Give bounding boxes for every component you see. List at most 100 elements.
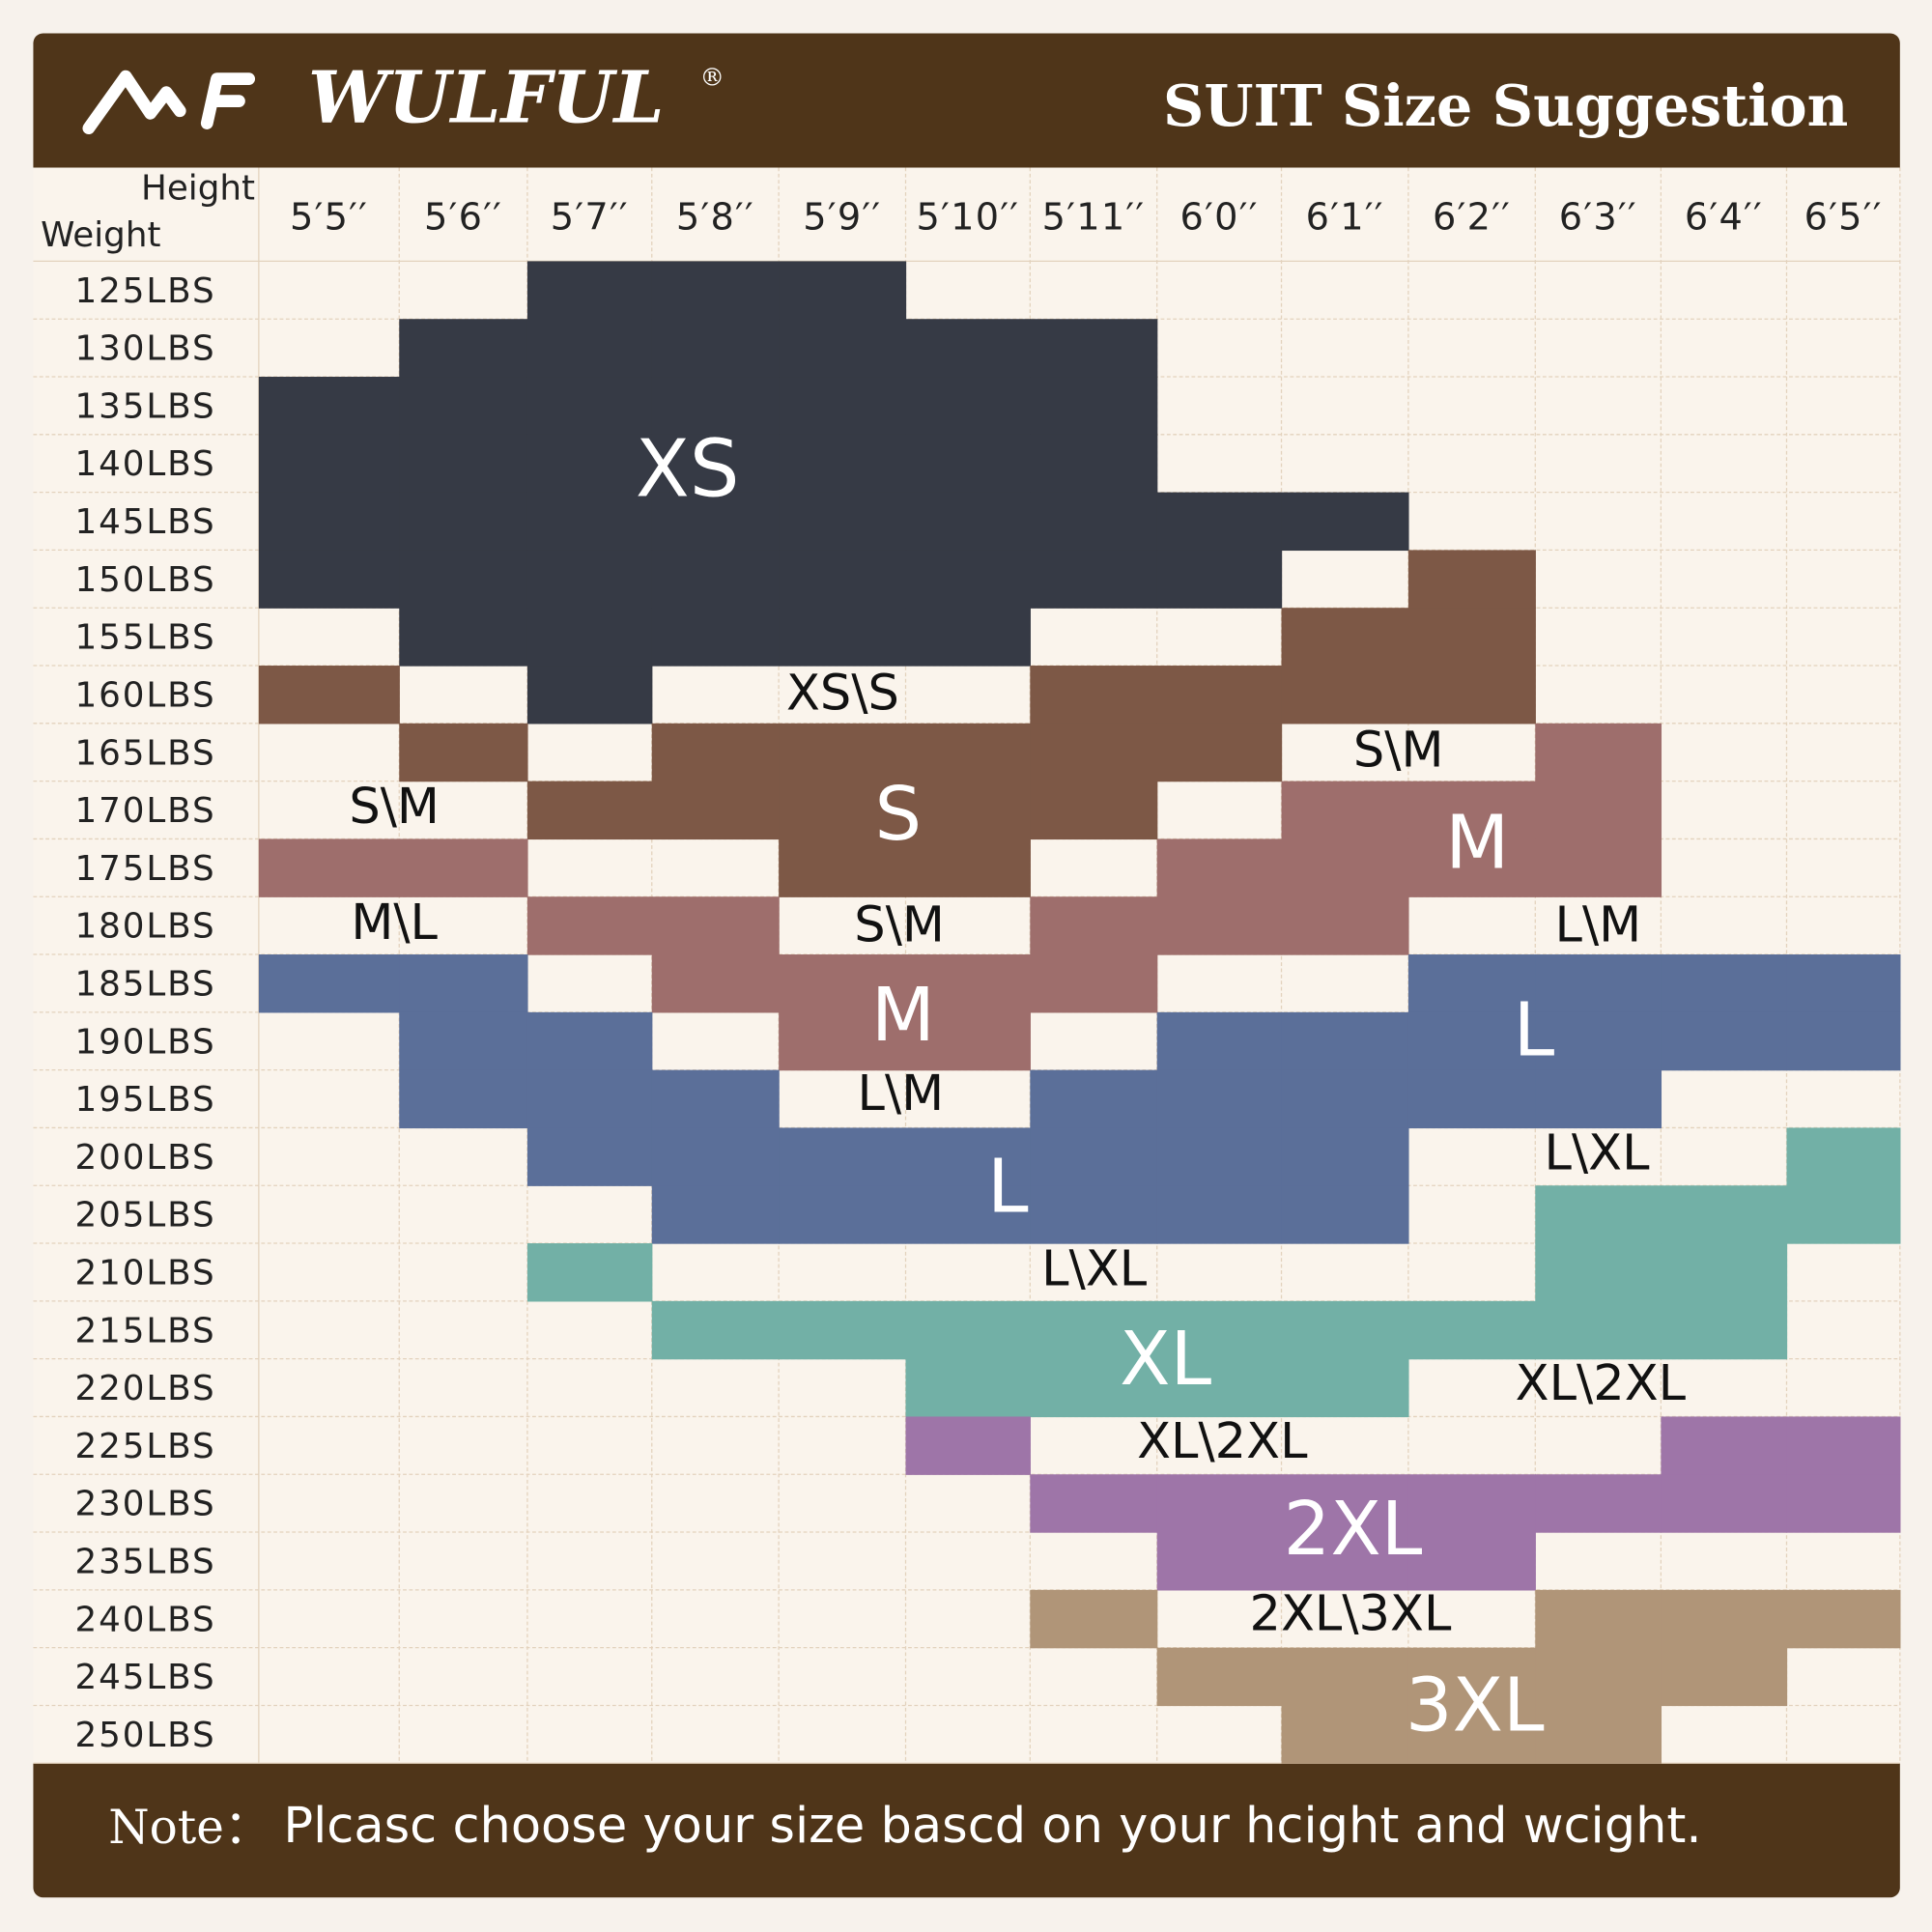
size-zone-cell <box>526 319 653 378</box>
size-zone-cell <box>1156 1358 1283 1418</box>
weight-label: 215LBS <box>74 1311 215 1350</box>
zone-label: 2XL <box>1284 1487 1423 1573</box>
size-zone-cell <box>1535 1185 1662 1244</box>
size-zone-cell <box>1535 1474 1662 1533</box>
size-zone-cell <box>1030 954 1158 1013</box>
size-zone-cell <box>1030 666 1158 724</box>
size-zone-cell <box>1535 1300 1662 1360</box>
height-label: 5′10′′ <box>917 196 1020 240</box>
size-zone-cell <box>1156 1127 1283 1186</box>
weight-label: 230LBS <box>74 1485 215 1524</box>
size-zone-cell <box>1535 781 1662 840</box>
size-zone-cell <box>651 319 780 378</box>
size-zone-cell <box>1030 1589 1158 1649</box>
size-zone-cell <box>1030 1069 1158 1129</box>
size-zone-cell <box>1156 896 1283 955</box>
logo-f <box>200 72 256 129</box>
size-zone-cell <box>1156 1532 1283 1591</box>
size-zone-cell <box>1156 492 1283 552</box>
size-zone-cell <box>1281 1011 1409 1071</box>
size-zone-cell <box>1661 1185 1788 1244</box>
weight-label: 250LBS <box>74 1716 215 1755</box>
weight-label: 140LBS <box>74 444 215 484</box>
size-zone-cell <box>526 1069 653 1129</box>
size-zone-cell <box>1156 1474 1283 1533</box>
size-zone-cell <box>779 434 907 494</box>
size-zone-cell <box>399 1069 528 1129</box>
size-zone-cell <box>905 1416 1031 1475</box>
size-zone-cell <box>1535 723 1662 782</box>
size-zone-cell <box>905 954 1031 1013</box>
size-zone-cell <box>1156 1300 1283 1360</box>
size-zone-cell <box>1661 1243 1788 1302</box>
size-zone-cell <box>905 1127 1031 1186</box>
size-zone-cell <box>399 608 528 667</box>
size-zone-cell <box>1156 1185 1283 1244</box>
note-prefix: Note： <box>108 1801 270 1855</box>
size-zone-cell <box>779 608 907 667</box>
size-zone-cell <box>258 954 400 1013</box>
size-zone-cell <box>1661 1589 1788 1649</box>
size-zone-cell <box>258 838 400 897</box>
zone-label: S <box>875 772 923 858</box>
size-zone-cell <box>399 838 528 897</box>
height-label: 5′9′′ <box>803 196 881 240</box>
grid <box>33 167 1901 1764</box>
weight-label: 135LBS <box>74 386 215 426</box>
height-label: 5′11′′ <box>1042 196 1146 240</box>
size-zone-cell <box>1407 1069 1536 1129</box>
zone-label: S\M <box>854 896 945 953</box>
size-zone-cell <box>526 608 653 667</box>
size-zone-cell <box>1030 492 1158 552</box>
zone-label: XL\2XL <box>1137 1413 1308 1470</box>
size-zone-cell <box>399 492 528 552</box>
size-zone-cell <box>905 1358 1031 1418</box>
size-zone-cell <box>905 1011 1031 1071</box>
size-zone-cell <box>1030 377 1158 436</box>
size-zone-cell <box>526 261 653 320</box>
size-zone-cell <box>651 377 780 436</box>
size-zone-cell <box>526 896 653 955</box>
size-zone-cell <box>526 781 653 840</box>
size-zone-cell <box>779 492 907 552</box>
size-zone-cell <box>1281 492 1409 552</box>
size-zone-cell <box>526 1127 653 1186</box>
weight-label: 220LBS <box>74 1369 215 1408</box>
zone-label: XL <box>1120 1317 1211 1403</box>
weight-label: 225LBS <box>74 1427 215 1466</box>
size-zone-cell <box>1281 781 1409 840</box>
weight-label: 165LBS <box>74 733 215 773</box>
size-zone-cell <box>1786 1011 1901 1071</box>
size-zone-cell <box>526 1011 653 1071</box>
size-zone-cell <box>1786 1185 1901 1244</box>
size-zone-cell <box>779 550 907 609</box>
size-zone-cell <box>1407 1532 1536 1591</box>
size-zone-cell <box>526 666 653 724</box>
size-zone-cell <box>1407 1647 1536 1707</box>
size-zone-cell <box>905 319 1031 378</box>
zone-label: M <box>871 973 935 1059</box>
zone-label: L\XL <box>1041 1240 1148 1297</box>
size-zone-cell <box>1030 1358 1158 1418</box>
size-zone-cell <box>651 261 780 320</box>
size-zone-cell <box>1281 1705 1409 1764</box>
size-zone-cell <box>399 550 528 609</box>
weight-label: 245LBS <box>74 1658 215 1697</box>
size-zone-cell <box>779 1300 907 1360</box>
zone-label: L\M <box>858 1065 945 1122</box>
weight-label: 130LBS <box>74 329 215 369</box>
size-zone-cell <box>1281 608 1409 667</box>
size-zone-cell <box>1407 1011 1536 1071</box>
size-zone-cell <box>779 838 907 897</box>
weight-label: 160LBS <box>74 675 215 715</box>
zone-label: M <box>1445 801 1509 887</box>
size-zone-cell <box>1030 723 1158 782</box>
size-zone-cell <box>1407 954 1536 1013</box>
size-zone-cell <box>1030 434 1158 494</box>
size-zone-cell <box>1156 1069 1283 1129</box>
size-zone-cell <box>779 1127 907 1186</box>
size-zone-cell <box>1407 781 1536 840</box>
size-zone-cell <box>1407 1300 1536 1360</box>
size-zone-cell <box>526 377 653 436</box>
